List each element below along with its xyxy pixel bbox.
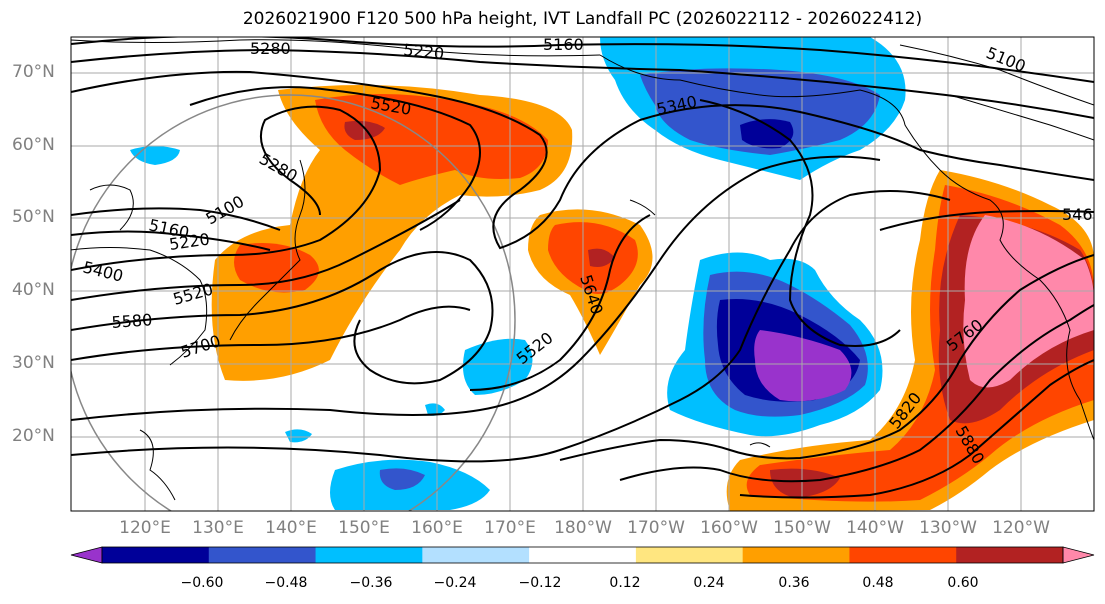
lon-label: 130°W (919, 518, 977, 538)
colorbar-segment (422, 547, 530, 563)
colorbar-tick-label: −0.36 (349, 575, 393, 591)
lat-label: 20°N (12, 426, 55, 446)
colorbar-tick-label: −0.12 (518, 575, 562, 591)
colorbar-tick-label: 0.60 (947, 575, 979, 591)
colorbar-segment (635, 547, 744, 563)
colorbar-tick-label: 0.48 (862, 575, 894, 591)
map-panel: 5280 5220 5160 5100 5520 5340 5280 5100 … (70, 35, 1095, 512)
map-title: 2026021900 F120 500 hPa height, IVT Land… (242, 9, 923, 29)
lon-label: 170°E (484, 518, 536, 538)
contour-label: 5160 (543, 35, 584, 54)
contour-label: 5580 (111, 310, 153, 332)
graticule (71, 37, 1094, 511)
lon-label: 160°E (411, 518, 463, 538)
colorbar-segment (956, 547, 1064, 563)
colorbar (70, 546, 1095, 564)
landfall-region-circle (71, 94, 516, 511)
colorbar-segment (208, 547, 317, 563)
colorbar-tick-label: −0.24 (433, 575, 477, 591)
colorbar-tick-label: −0.60 (180, 575, 224, 591)
colorbar-segment (742, 547, 850, 563)
colorbar-segment (849, 547, 957, 563)
colorbar-tick-label: −0.48 (264, 575, 308, 591)
colorbar-segment (102, 547, 210, 563)
lat-label: 40°N (12, 280, 55, 300)
colorbar-segment (529, 547, 637, 563)
lat-label: 60°N (12, 135, 55, 155)
lat-label: 50°N (12, 207, 55, 227)
map-frame (70, 36, 1095, 512)
contour-label: 5280 (250, 39, 291, 58)
colorbar-tick-label: 0.12 (609, 575, 641, 591)
contour-label: 5220 (403, 40, 445, 63)
colorbar-extend-low (70, 546, 103, 564)
lon-label: 160°W (700, 518, 758, 538)
lon-label: 130°E (192, 518, 244, 538)
lon-label: 150°E (338, 518, 390, 538)
colorbar-tick-label: 0.24 (693, 575, 725, 591)
lat-label: 30°N (12, 353, 55, 373)
lon-label: 140°W (846, 518, 904, 538)
colorbar-extend-high (1062, 546, 1095, 564)
lon-label: 180°W (554, 518, 612, 538)
lon-label: 150°W (773, 518, 831, 538)
lon-label: 120°E (119, 518, 171, 538)
lon-label: 170°W (627, 518, 685, 538)
colorbar-tick-label: 0.36 (778, 575, 810, 591)
lon-label: 140°E (265, 518, 317, 538)
lat-label: 70°N (12, 62, 55, 82)
colorbar-segment (315, 547, 423, 563)
colorbar-frame (101, 546, 1064, 564)
coastlines (71, 39, 1094, 501)
contour-label: 546 (1062, 205, 1093, 224)
lon-label: 120°W (992, 518, 1050, 538)
height-contours (71, 37, 1094, 499)
